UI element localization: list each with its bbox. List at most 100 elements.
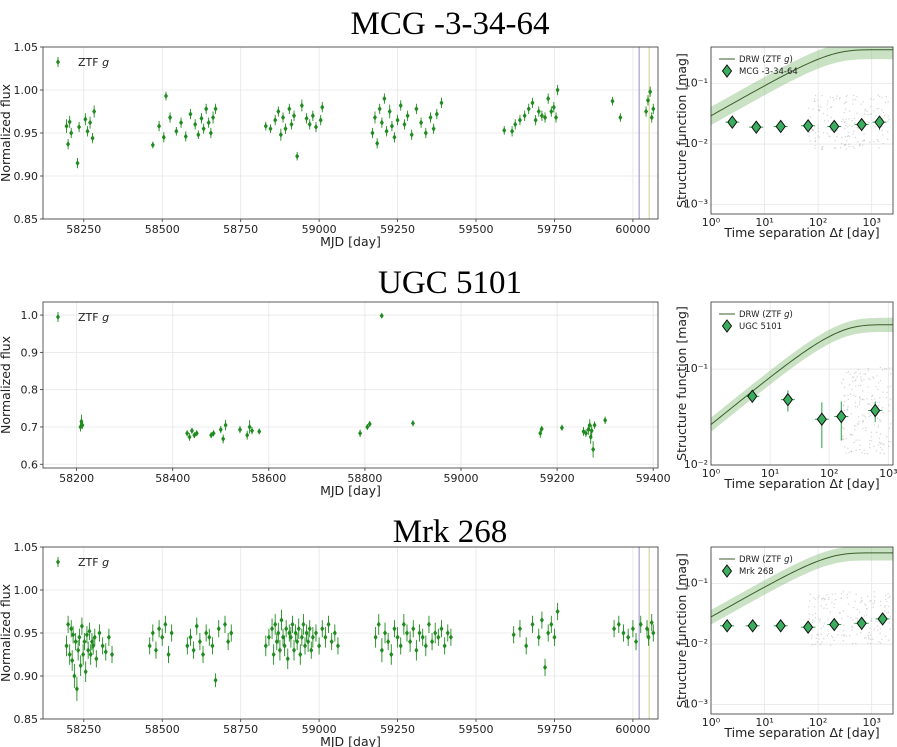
pair-point — [841, 617, 843, 620]
pair-point — [844, 143, 847, 146]
data-point — [92, 634, 97, 641]
data-point — [318, 117, 323, 124]
pair-point — [857, 368, 860, 371]
pair-point — [872, 376, 874, 378]
pair-point — [845, 452, 847, 454]
data-point — [304, 115, 309, 122]
data-point — [306, 638, 311, 645]
data-point — [245, 432, 250, 439]
pair-point — [840, 120, 843, 123]
pair-point — [865, 429, 867, 432]
pair-point — [875, 431, 878, 434]
pair-point — [814, 140, 817, 143]
data-point — [83, 668, 88, 675]
pair-point — [843, 112, 845, 114]
pair-point — [878, 401, 881, 404]
data-point — [420, 634, 425, 641]
pair-point — [848, 143, 850, 146]
x-axis-label: Time separation Δt [day] — [723, 476, 879, 491]
data-point — [79, 623, 84, 630]
data-point — [289, 121, 294, 128]
data-point — [78, 662, 83, 669]
pair-point — [888, 427, 891, 429]
data-point — [284, 625, 289, 632]
pair-point — [870, 638, 872, 641]
pair-point — [869, 378, 871, 381]
pair-point — [877, 417, 879, 420]
pair-point — [814, 144, 816, 147]
pair-point — [887, 611, 890, 614]
pair-point — [870, 436, 872, 438]
data-point — [310, 634, 315, 641]
data-point — [546, 95, 551, 102]
pair-point — [846, 408, 848, 410]
data-point — [285, 655, 290, 662]
x-tick-label: 59250 — [380, 723, 415, 736]
pair-point — [827, 120, 830, 122]
pair-point — [878, 441, 881, 444]
data-point — [191, 647, 196, 654]
pair-point — [873, 377, 875, 379]
pair-point — [876, 138, 878, 141]
pair-point — [877, 426, 880, 428]
pair-point — [875, 115, 877, 117]
data-point — [160, 634, 165, 641]
pair-point — [834, 147, 837, 149]
pair-point — [827, 632, 830, 635]
data-point — [187, 434, 192, 441]
pair-point — [823, 598, 826, 600]
legend-object-label: Mrk 268 — [739, 567, 774, 577]
pair-point — [868, 443, 871, 445]
x-tick-label: 58500 — [145, 223, 180, 236]
x-tick-label: 59500 — [459, 723, 494, 736]
pair-point — [832, 99, 835, 101]
y-tick-label: 1.00 — [14, 84, 39, 97]
data-point — [309, 647, 314, 654]
data-point — [179, 119, 184, 126]
data-point — [638, 621, 643, 628]
data-point — [365, 423, 370, 430]
pair-point — [860, 378, 862, 380]
pair-point — [839, 612, 841, 614]
pair-point — [874, 126, 876, 128]
data-point — [276, 630, 281, 636]
data-point — [536, 108, 541, 115]
data-point — [320, 104, 325, 111]
data-point — [288, 634, 293, 641]
pair-point — [866, 608, 868, 610]
pair-point — [880, 442, 882, 444]
data-point — [204, 105, 209, 112]
data-point — [502, 127, 507, 134]
pair-point — [888, 367, 891, 369]
data-point — [293, 630, 298, 636]
pair-point — [881, 126, 883, 128]
pair-point — [817, 105, 820, 107]
pair-point — [829, 611, 831, 613]
pair-point — [885, 368, 888, 370]
pair-point — [821, 641, 823, 643]
data-point — [358, 430, 363, 437]
pair-point — [811, 128, 814, 130]
pair-point — [887, 386, 889, 388]
pair-point — [861, 600, 863, 603]
pair-point — [857, 423, 859, 426]
data-point — [292, 112, 297, 119]
pair-point — [829, 106, 832, 109]
pair-point — [858, 385, 860, 387]
pair-point — [881, 117, 884, 120]
pair-point — [834, 140, 836, 142]
pair-point — [844, 101, 847, 103]
pair-point — [844, 400, 846, 403]
data-point — [278, 131, 283, 138]
pair-point — [833, 606, 835, 609]
pair-point — [870, 404, 872, 407]
x-tick-label: 58750 — [223, 223, 258, 236]
data-point — [211, 430, 216, 437]
pair-point — [854, 395, 857, 398]
pair-point — [845, 438, 848, 440]
pair-point — [867, 369, 869, 372]
sf-point — [747, 618, 758, 633]
data-point — [417, 630, 422, 636]
data-point — [434, 111, 439, 118]
pair-point — [841, 136, 843, 138]
